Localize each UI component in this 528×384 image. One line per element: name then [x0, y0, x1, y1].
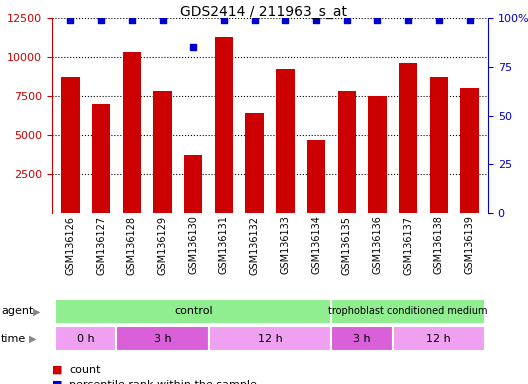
Bar — [430, 77, 448, 213]
Text: GSM136127: GSM136127 — [96, 215, 106, 275]
Text: GSM136138: GSM136138 — [434, 215, 444, 275]
Text: time: time — [1, 333, 26, 344]
Point — [404, 17, 412, 23]
Bar — [399, 63, 417, 213]
Text: 3 h: 3 h — [154, 333, 172, 344]
Text: GSM136136: GSM136136 — [372, 215, 382, 275]
Point — [312, 17, 320, 23]
Bar — [307, 140, 325, 213]
Bar — [276, 70, 295, 213]
Bar — [460, 88, 479, 213]
Text: control: control — [174, 306, 213, 316]
Point — [465, 17, 474, 23]
Text: percentile rank within the sample: percentile rank within the sample — [69, 380, 257, 384]
Bar — [61, 77, 80, 213]
Text: GSM136126: GSM136126 — [65, 215, 76, 275]
Text: 12 h: 12 h — [258, 333, 282, 344]
Bar — [337, 91, 356, 213]
Text: ■: ■ — [52, 365, 62, 375]
Text: GSM136134: GSM136134 — [311, 215, 321, 275]
Text: ▶: ▶ — [33, 306, 40, 316]
Text: GDS2414 / 211963_s_at: GDS2414 / 211963_s_at — [181, 5, 347, 19]
Point — [189, 44, 197, 50]
Point — [435, 17, 443, 23]
Bar — [122, 52, 141, 213]
Text: ■: ■ — [52, 380, 62, 384]
Bar — [117, 326, 209, 351]
Text: 12 h: 12 h — [427, 333, 451, 344]
Point — [97, 17, 106, 23]
Bar — [215, 37, 233, 213]
Bar — [55, 326, 117, 351]
Text: GSM136131: GSM136131 — [219, 215, 229, 275]
Text: agent: agent — [1, 306, 33, 316]
Text: trophoblast conditioned medium: trophoblast conditioned medium — [328, 306, 488, 316]
Point — [128, 17, 136, 23]
Bar — [209, 326, 332, 351]
Point — [66, 17, 74, 23]
Point — [250, 17, 259, 23]
Text: GSM136135: GSM136135 — [342, 215, 352, 275]
Text: 3 h: 3 h — [353, 333, 371, 344]
Text: count: count — [69, 365, 100, 375]
Bar — [368, 96, 386, 213]
Text: 0 h: 0 h — [77, 333, 95, 344]
Text: ▶: ▶ — [29, 333, 36, 344]
Bar — [153, 91, 172, 213]
Text: GSM136133: GSM136133 — [280, 215, 290, 275]
Text: GSM136128: GSM136128 — [127, 215, 137, 275]
Bar — [393, 326, 485, 351]
Text: GSM136130: GSM136130 — [188, 215, 198, 275]
Point — [158, 17, 167, 23]
Text: GSM136139: GSM136139 — [465, 215, 475, 275]
Bar — [332, 298, 485, 324]
Bar — [55, 298, 332, 324]
Bar — [184, 155, 202, 213]
Text: GSM136132: GSM136132 — [250, 215, 260, 275]
Text: GSM136137: GSM136137 — [403, 215, 413, 275]
Bar — [92, 104, 110, 213]
Point — [281, 17, 289, 23]
Point — [220, 17, 228, 23]
Bar — [332, 326, 393, 351]
Bar — [246, 113, 264, 213]
Text: GSM136129: GSM136129 — [157, 215, 167, 275]
Point — [373, 17, 382, 23]
Point — [343, 17, 351, 23]
